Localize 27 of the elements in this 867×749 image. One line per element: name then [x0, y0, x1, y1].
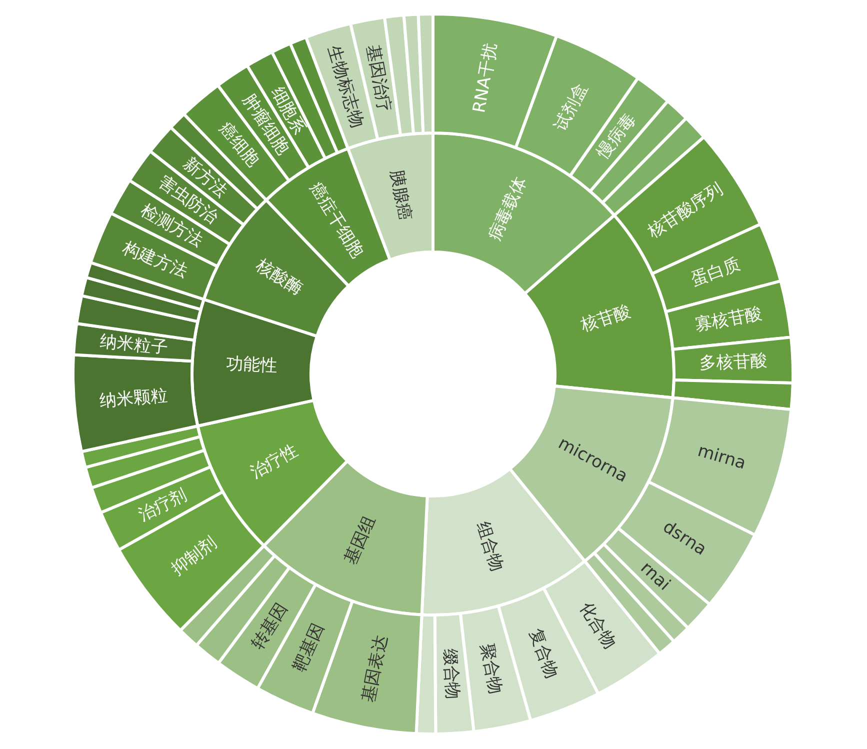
label: 寡核苷酸 [693, 304, 764, 336]
label: 抑制剂 [168, 532, 220, 580]
label: 化合物 [575, 598, 620, 652]
label: rnai [636, 558, 674, 595]
label: 慢病毒 [593, 110, 640, 163]
label: 纳米粒子 [99, 332, 169, 358]
label: 试剂盒 [550, 80, 592, 134]
label: 基因组 [340, 512, 380, 568]
label: 蛋白质 [688, 254, 744, 290]
label: 核苷酸 [578, 301, 634, 336]
label: 功能性 [226, 354, 278, 376]
label: 治疗剂 [135, 485, 190, 526]
label: 组合物 [472, 519, 508, 574]
label: 复合物 [524, 626, 562, 681]
label: 治疗性 [247, 440, 302, 483]
label: 病毒载体 [484, 174, 532, 244]
label: 缀合物 [440, 648, 463, 700]
label: 基因表达 [358, 634, 392, 704]
label: 聚合物 [476, 642, 506, 696]
label: 胰腺癌 [386, 168, 415, 222]
label: 纳米颗粒 [98, 386, 168, 412]
label: 癌症干细胞 [305, 179, 368, 262]
label: 核苷酸序列 [644, 179, 726, 242]
label: 核酸酶 [252, 255, 306, 300]
label: 多核苷酸 [698, 351, 768, 374]
label: RNA干扰 [469, 42, 502, 114]
label: mirna [695, 440, 748, 474]
